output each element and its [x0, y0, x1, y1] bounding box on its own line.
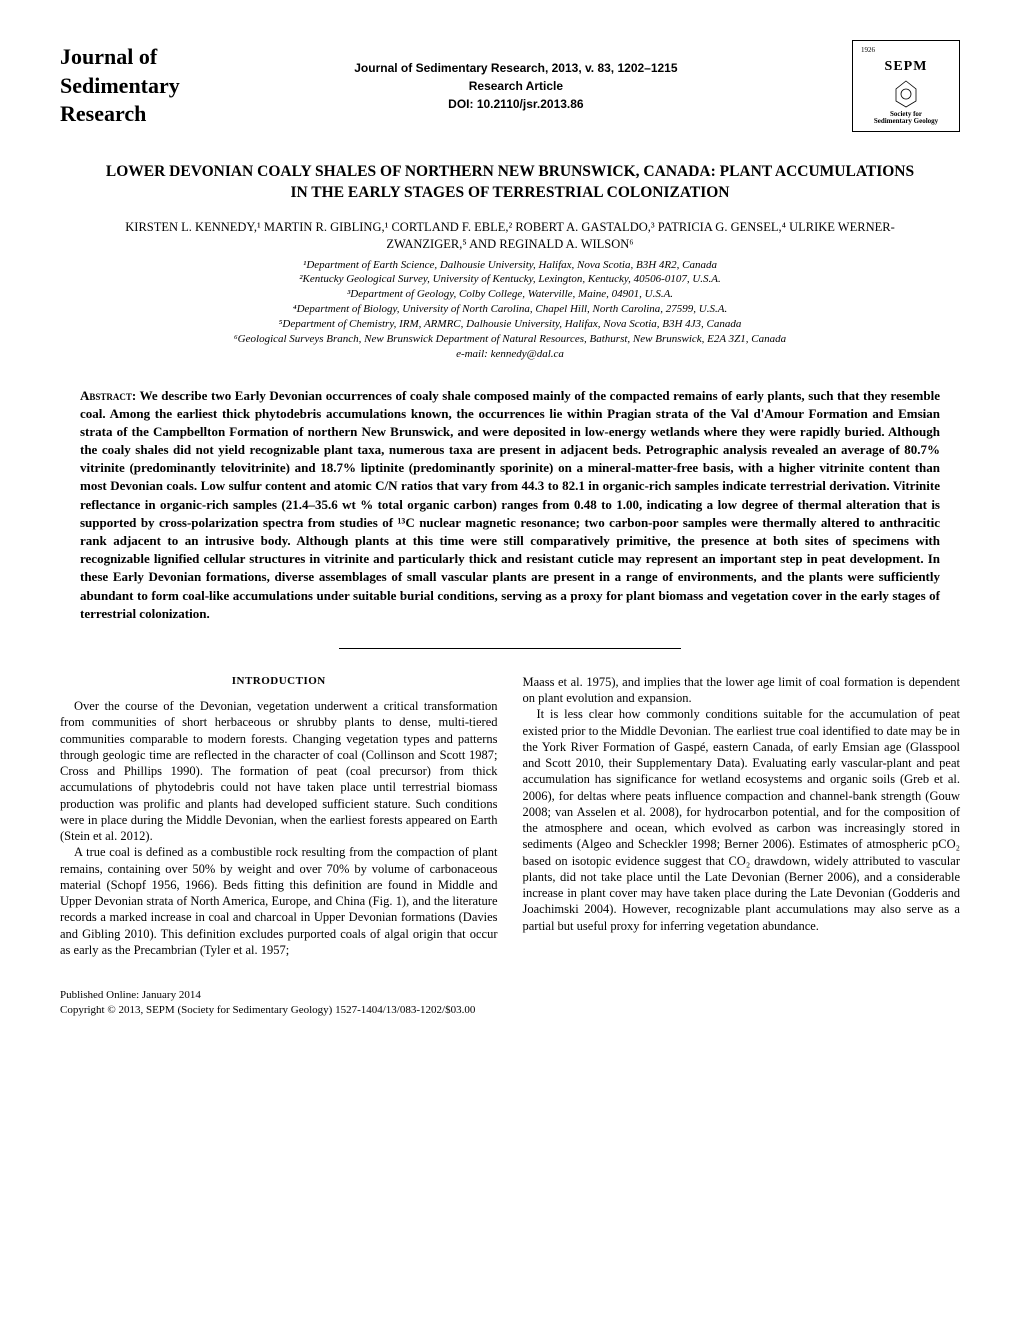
affiliation-4: ⁴Department of Biology, University of No…: [90, 302, 930, 317]
authors-line: KIRSTEN L. KENNEDY,¹ MARTIN R. GIBLING,¹…: [90, 219, 930, 253]
logo-subtitle: Society for Sedimentary Geology: [874, 111, 938, 126]
published-online: Published Online: January 2014: [60, 988, 960, 1002]
abstract-label: Abstract:: [80, 388, 136, 403]
journal-name-block: Journal of Sedimentary Research: [60, 43, 180, 129]
introduction-heading: INTRODUCTION: [60, 674, 498, 688]
affiliation-1: ¹Department of Earth Science, Dalhousie …: [90, 258, 930, 273]
section-divider: [339, 648, 681, 649]
intro-p2-continued: Maass et al. 1975), and implies that the…: [523, 674, 961, 707]
column-right: Maass et al. 1975), and implies that the…: [523, 674, 961, 958]
journal-name-line1: Journal of: [60, 43, 180, 72]
corresponding-email: e-mail: kennedy@dal.ca: [90, 347, 930, 362]
intro-p3: It is less clear how commonly conditions…: [523, 706, 961, 934]
intro-p1: Over the course of the Devonian, vegetat…: [60, 698, 498, 844]
article-title: LOWER DEVONIAN COALY SHALES OF NORTHERN …: [100, 162, 920, 204]
logo-year: 1926: [861, 46, 875, 55]
page-header: Journal of Sedimentary Research Journal …: [60, 40, 960, 132]
journal-name-line3: Research: [60, 100, 180, 129]
sepm-icon: [891, 79, 921, 109]
affiliations-block: ¹Department of Earth Science, Dalhousie …: [90, 258, 930, 362]
affiliation-6: ⁶Geological Surveys Branch, New Brunswic…: [90, 332, 930, 347]
affiliation-2: ²Kentucky Geological Survey, University …: [90, 272, 930, 287]
doi-line: DOI: 10.2110/jsr.2013.86: [354, 96, 677, 112]
affiliation-5: ⁵Department of Chemistry, IRM, ARMRC, Da…: [90, 317, 930, 332]
header-citation-block: Journal of Sedimentary Research, 2013, v…: [354, 58, 677, 115]
logo-title: SEPM: [885, 58, 928, 77]
intro-p2: A true coal is defined as a combustible …: [60, 844, 498, 958]
column-left: INTRODUCTION Over the course of the Devo…: [60, 674, 498, 958]
copyright-line: Copyright © 2013, SEPM (Society for Sedi…: [60, 1003, 960, 1017]
sepm-logo: 1926 SEPM Society for Sedimentary Geolog…: [852, 40, 960, 132]
affiliation-3: ³Department of Geology, Colby College, W…: [90, 287, 930, 302]
citation-line: Journal of Sedimentary Research, 2013, v…: [354, 60, 677, 76]
abstract-block: Abstract: We describe two Early Devonian…: [80, 387, 940, 623]
abstract-text: We describe two Early Devonian occurrenc…: [80, 388, 940, 621]
journal-name-line2: Sedimentary: [60, 72, 180, 101]
article-type: Research Article: [354, 78, 677, 94]
page-footer: Published Online: January 2014 Copyright…: [60, 988, 960, 1017]
body-columns: INTRODUCTION Over the course of the Devo…: [60, 674, 960, 958]
